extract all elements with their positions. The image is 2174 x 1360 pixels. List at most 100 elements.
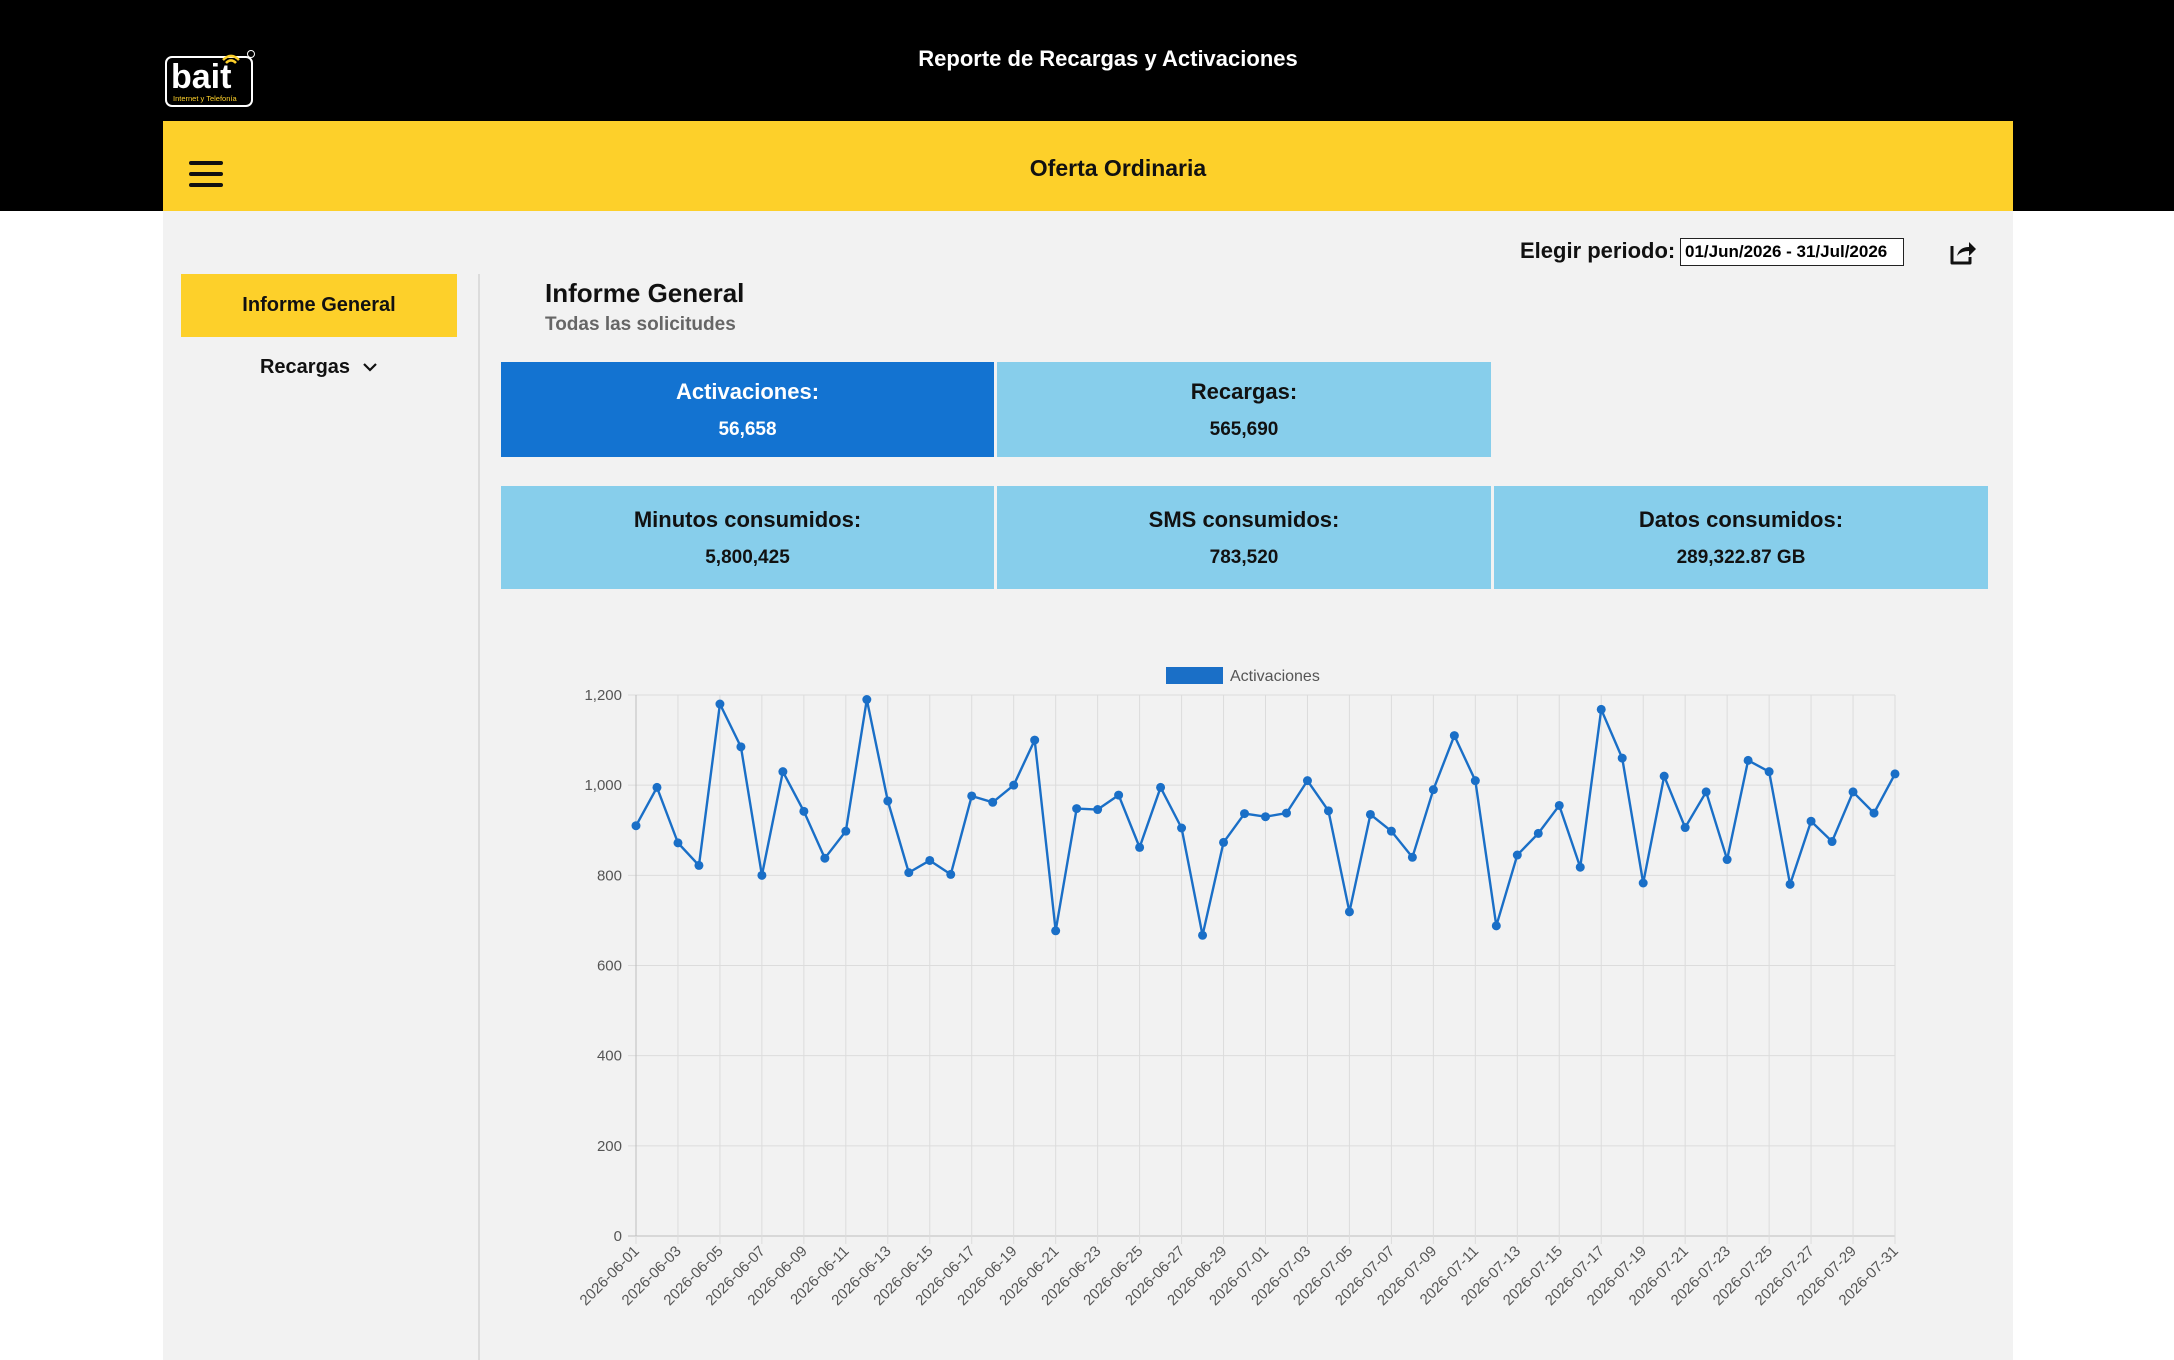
data-point [946, 869, 956, 879]
data-point [1386, 826, 1396, 836]
data-point [1827, 837, 1837, 847]
minutos-card: Minutos consumidos: 5,800,425 [501, 486, 994, 589]
data-point [1114, 790, 1124, 800]
y-tick-label: 600 [597, 958, 622, 975]
data-point [1281, 808, 1291, 818]
data-point [1240, 809, 1250, 819]
data-point [652, 782, 662, 792]
data-point [1470, 776, 1480, 786]
data-point [1219, 837, 1229, 847]
data-point [1848, 787, 1858, 797]
card-label: Recargas: [1190, 378, 1298, 404]
page-subtitle: Todas las solicitudes [545, 314, 736, 335]
data-point [841, 826, 851, 836]
sidebar-item-label: Informe General [242, 294, 396, 316]
data-point [736, 742, 746, 752]
data-point [904, 868, 914, 878]
card-value: 289,322.87 GB [1676, 546, 1806, 568]
card-value: 5,800,425 [705, 546, 790, 568]
data-point [1323, 806, 1333, 816]
data-point [1680, 823, 1690, 833]
data-point [1806, 816, 1816, 826]
menu-icon[interactable] [189, 161, 223, 189]
sms-card: SMS consumidos: 783,520 [997, 486, 1491, 589]
data-point [1407, 852, 1417, 862]
data-point [820, 853, 830, 863]
activations-line-chart: 02004006008001,0001,2002026-06-012026-06… [577, 667, 1902, 1309]
data-point [1869, 808, 1879, 818]
data-point [673, 838, 683, 848]
data-point [1030, 735, 1040, 745]
card-label: Activaciones: [675, 378, 820, 404]
data-point [1722, 855, 1732, 865]
activaciones-card: Activaciones: 56,658 [501, 362, 994, 457]
card-value: 565,690 [1209, 418, 1279, 440]
offer-title: Oferta Ordinaria [1029, 155, 1207, 181]
data-point [883, 796, 893, 806]
data-point [1156, 782, 1166, 792]
data-point [1177, 823, 1187, 833]
offer-bar: Oferta Ordinaria [163, 121, 2013, 211]
card-value: 783,520 [1209, 546, 1279, 568]
logo-subtext: Internet y Telefonía [173, 94, 237, 103]
data-point [1051, 926, 1061, 936]
data-point [1344, 907, 1354, 917]
bait-logo: bait Internet y Telefonía [165, 50, 255, 107]
y-tick-label: 0 [614, 1228, 622, 1245]
y-tick-label: 200 [597, 1138, 622, 1155]
data-point [1512, 850, 1522, 860]
data-point [1743, 755, 1753, 765]
data-point [1533, 828, 1543, 838]
legend-swatch [1166, 667, 1223, 684]
data-point [1428, 785, 1438, 795]
data-point [1302, 776, 1312, 786]
data-point [1261, 812, 1270, 822]
datos-card: Datos consumidos: 289,322.87 GB [1494, 486, 1988, 589]
data-point [1638, 878, 1648, 888]
card-value: 56,658 [718, 418, 777, 440]
card-label: Datos consumidos: [1638, 506, 1844, 532]
sidebar-item-informe-general[interactable]: Informe General [181, 274, 457, 337]
data-point [715, 699, 725, 709]
data-point [988, 797, 998, 807]
export-icon[interactable] [1946, 236, 1978, 268]
y-tick-label: 1,200 [584, 687, 622, 704]
card-label: SMS consumidos: [1148, 506, 1340, 532]
legend-label: Activaciones [1230, 668, 1320, 685]
sidebar-item-recargas[interactable]: Recargas [181, 337, 457, 397]
data-point [1785, 879, 1795, 889]
data-point [778, 767, 788, 777]
data-point [1596, 704, 1606, 714]
data-point [1764, 767, 1774, 777]
chevron-down-icon [363, 363, 377, 372]
data-point [967, 791, 977, 801]
period-label: Elegir periodo: [1520, 238, 1676, 263]
data-point [1554, 800, 1564, 810]
report-title: Reporte de Recargas y Activaciones [918, 46, 1298, 71]
data-point [1009, 780, 1019, 790]
data-point [1135, 842, 1145, 852]
period-input[interactable] [1680, 238, 1904, 266]
page-title: Informe General [545, 278, 745, 308]
logo-text: bait [171, 58, 231, 96]
data-point [1659, 771, 1669, 781]
data-point [631, 821, 641, 831]
data-point [1093, 805, 1103, 815]
content-panel: Informe General Recargas Elegir periodo:… [163, 211, 2013, 1360]
y-tick-label: 1,000 [584, 777, 622, 794]
data-point [1890, 769, 1900, 779]
data-point [1701, 787, 1711, 797]
data-point [1365, 809, 1375, 819]
data-point [1449, 731, 1459, 741]
card-label: Minutos consumidos: [633, 506, 862, 532]
y-tick-label: 400 [597, 1048, 622, 1065]
y-tick-label: 800 [597, 867, 622, 884]
data-point [862, 695, 872, 705]
sidebar: Informe General Recargas [181, 274, 457, 397]
data-point [694, 860, 704, 870]
data-point [1491, 921, 1501, 931]
data-point [1198, 930, 1208, 940]
data-point [757, 870, 767, 880]
data-point [799, 806, 809, 816]
data-point [1575, 862, 1585, 872]
